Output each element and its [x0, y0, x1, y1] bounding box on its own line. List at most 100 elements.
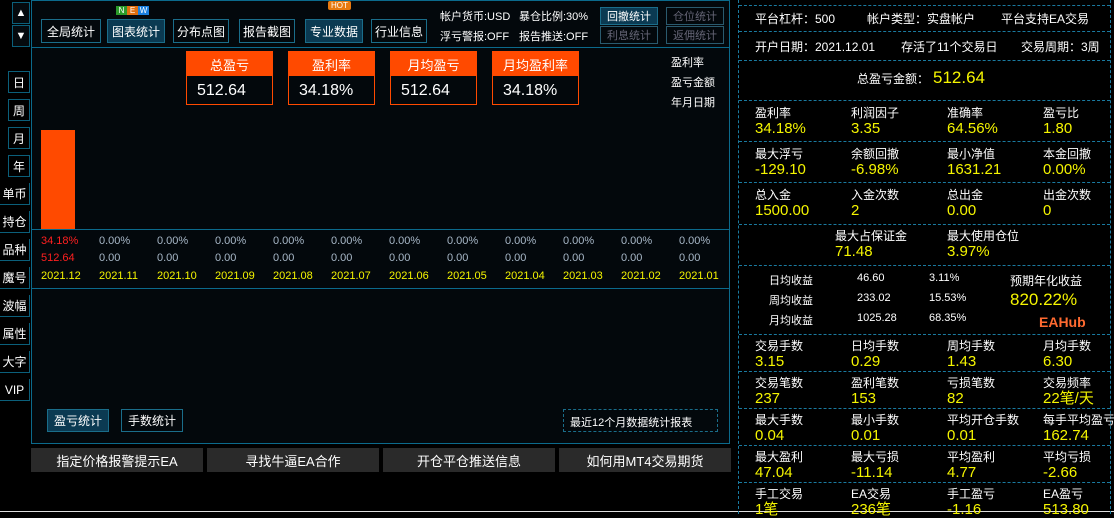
stat-value: 153	[851, 390, 877, 407]
stat-value: 0.04	[755, 427, 785, 444]
sidebar-item-3[interactable]: 年	[8, 155, 30, 177]
stat-grid2: 最大亏损 -11.14	[851, 450, 899, 481]
stat-value: 237	[755, 390, 781, 407]
avg-label: 日均收益	[769, 275, 813, 287]
stat-grid1: 盈利率 34.18%	[755, 106, 806, 137]
link-button-2[interactable]: 开仓平仓推送信息	[383, 448, 555, 472]
summary-card: 月均盈利率 34.18%	[492, 51, 579, 105]
stat-value: 3.97%	[947, 243, 990, 260]
avg-percent: 15.53%	[929, 292, 967, 304]
month-date: 2021.04	[505, 270, 545, 282]
link-button-0[interactable]: 指定价格报警提示EA	[31, 448, 203, 472]
link-button-3[interactable]: 如何用MT4交易期货	[559, 448, 731, 472]
sidebar-item-2[interactable]: 月	[8, 127, 30, 149]
stat-value: 22笔/天	[1043, 390, 1094, 407]
month-value: 0.00	[389, 252, 411, 264]
month-date: 2021.02	[621, 270, 661, 282]
stat-grid2: 最大盈利 47.04	[755, 450, 803, 481]
summary-card: 月均盈亏 512.64	[390, 51, 477, 105]
tab-0[interactable]: 全局统计	[41, 19, 101, 43]
stat-label: 日均手数	[851, 339, 900, 353]
month-value: 0.00	[157, 252, 179, 264]
stat-grid1: 入金次数 2	[851, 188, 899, 219]
scroll-up-button[interactable]: ▲	[12, 2, 30, 24]
stat-value: -2.66	[1043, 464, 1078, 481]
stat-value: 6.30	[1043, 353, 1073, 370]
sidebar-item-0[interactable]: 日	[8, 71, 30, 93]
interest-stats-button[interactable]: 利息统计	[600, 26, 658, 44]
month-value: 0.00	[447, 252, 469, 264]
stat-grid2: 平均开仓手数 0.01	[947, 413, 1019, 444]
avg-value: 1025.28	[857, 312, 897, 324]
month-rate: 0.00%	[389, 235, 421, 247]
sidebar-item-10[interactable]: 大字	[0, 351, 30, 373]
month-rate: 0.00%	[505, 235, 537, 247]
stat-label: 盈利笔数	[851, 376, 900, 390]
tab-1[interactable]: 图表统计	[107, 19, 165, 43]
stat-grid1: 盈亏比 1.80	[1043, 106, 1079, 137]
stat-value: -129.10	[755, 161, 806, 178]
stat-grid2: 周均手数 1.43	[947, 339, 995, 370]
stat-value: 1500.00	[755, 202, 810, 219]
tab-lot-stats[interactable]: 手数统计	[121, 409, 183, 432]
summary-card: 盈利率 34.18%	[288, 51, 375, 105]
stat-label: 平均盈利	[947, 450, 996, 464]
stat-grid1: 利润因子 3.35	[851, 106, 899, 137]
stats-panel: 平台杠杆：500 帐户类型：实盘帐户 平台支持EA交易 开户日期：2021.12…	[738, 0, 1114, 518]
stat-grid1: 准确率 64.56%	[947, 106, 998, 137]
stat-value: 162.74	[1043, 427, 1089, 444]
exposure-info: 暴仓比例:30%	[519, 11, 589, 23]
tab-4[interactable]: 专业数据	[305, 19, 363, 43]
stat-value: 3.35	[851, 120, 881, 137]
stat-grid1: 最小净值 1631.21	[947, 147, 1001, 178]
stat-margin: 最大使用仓位 3.97%	[947, 229, 1019, 260]
ea-support: 平台支持EA交易	[1001, 12, 1090, 26]
drawdown-stats-button[interactable]: 回撤统计	[600, 7, 658, 25]
month-value: 0.00	[563, 252, 585, 264]
rebate-stats-button[interactable]: 返佣统计	[666, 26, 724, 44]
sidebar-item-8[interactable]: 波幅	[0, 295, 30, 317]
sidebar-item-4[interactable]: 单币	[0, 183, 30, 205]
month-rate: 34.18%	[41, 235, 79, 247]
open-date: 开户日期：2021.12.01	[755, 40, 876, 54]
stat-label: 盈亏比	[1043, 106, 1080, 120]
sidebar-item-7[interactable]: 魔号	[0, 267, 30, 289]
tab-5[interactable]: 行业信息	[371, 19, 427, 43]
summary-card-value: 512.64	[197, 82, 246, 99]
month-date: 2021.03	[563, 270, 603, 282]
month-value: 0.00	[505, 252, 527, 264]
stat-label: 最大手数	[755, 413, 804, 427]
stat-label: 手工盈亏	[947, 487, 996, 501]
month-rate: 0.00%	[331, 235, 363, 247]
tab-3[interactable]: 报告截图	[239, 19, 295, 43]
stat-value: 0.01	[851, 427, 881, 444]
link-button-1[interactable]: 寻找牛逼EA合作	[207, 448, 379, 472]
scroll-down-button[interactable]: ▼	[12, 25, 30, 47]
stat-grid2: EA盈亏 513.80	[1043, 487, 1089, 518]
summary-card: 总盈亏 512.64	[186, 51, 273, 105]
stat-value: 236笔	[851, 501, 892, 518]
sidebar-item-5[interactable]: 持仓	[0, 211, 30, 233]
stat-grid2: 盈利笔数 153	[851, 376, 899, 407]
sidebar-item-9[interactable]: 属性	[0, 323, 30, 345]
tab-pnl-stats[interactable]: 盈亏统计	[47, 409, 109, 432]
sidebar-item-6[interactable]: 品种	[0, 239, 30, 261]
stat-grid2: 每手平均盈亏 162.74	[1043, 413, 1114, 444]
position-stats-button[interactable]: 仓位统计	[666, 7, 724, 25]
stat-label: 最小手数	[851, 413, 900, 427]
tab-2[interactable]: 分布点图	[173, 19, 229, 43]
chart-panel: N E W HOT 帐户货币:USD 暴仓比例:30% 浮亏警报:OFF 报告推…	[31, 0, 730, 444]
legend-date: 年月日期	[671, 97, 715, 109]
stat-value: 0.00	[947, 202, 977, 219]
eahub-watermark: EAHub	[1039, 314, 1086, 330]
month-rate: 0.00%	[273, 235, 305, 247]
sidebar-item-1[interactable]: 周	[8, 99, 30, 121]
month-value: 0.00	[273, 252, 295, 264]
stat-value: 1.43	[947, 353, 977, 370]
trade-period: 交易周期：3周	[1021, 40, 1100, 54]
stat-value: 0.29	[851, 353, 881, 370]
month-rate: 0.00%	[157, 235, 189, 247]
new-badge: N E W	[116, 6, 149, 15]
month-value: 512.64	[41, 252, 75, 264]
sidebar-item-11[interactable]: VIP	[0, 379, 30, 401]
